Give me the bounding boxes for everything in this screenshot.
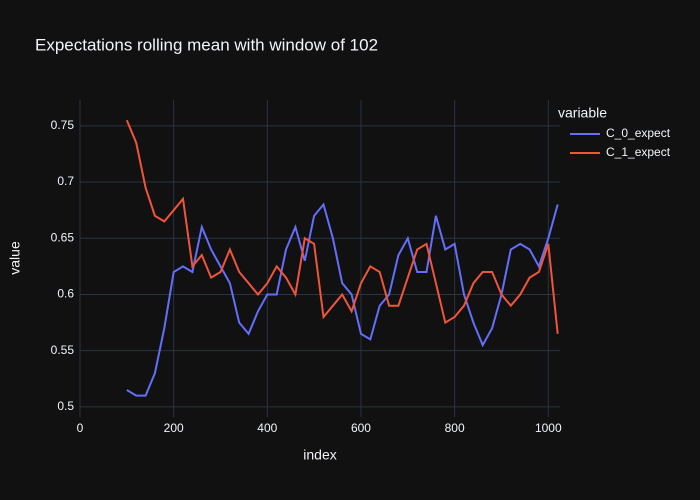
x-tick-label: 0 xyxy=(77,421,84,435)
y-tick-label: 0.65 xyxy=(51,230,75,244)
y-tick-label: 0.6 xyxy=(57,287,74,301)
y-tick-label: 0.75 xyxy=(51,118,75,132)
line-series xyxy=(126,202,559,397)
x-axis-title: index xyxy=(303,447,336,463)
y-axis-title: value xyxy=(7,241,23,275)
x-tick-label: 400 xyxy=(257,421,277,435)
x-tick-label: 200 xyxy=(164,421,184,435)
x-tick-label: 800 xyxy=(445,421,465,435)
line-series xyxy=(125,119,559,334)
y-tick-label: 0.7 xyxy=(57,174,74,188)
x-tick-label: 1000 xyxy=(535,421,562,435)
legend-label: C_0_expect xyxy=(606,126,671,140)
chart-title: Expectations rolling mean with window of… xyxy=(35,35,378,54)
legend-title: variable xyxy=(558,105,607,121)
y-tick-label: 0.55 xyxy=(51,343,75,357)
x-tick-label: 600 xyxy=(351,421,371,435)
y-tick-label: 0.5 xyxy=(57,399,74,413)
legend-label: C_1_expect xyxy=(606,145,671,159)
